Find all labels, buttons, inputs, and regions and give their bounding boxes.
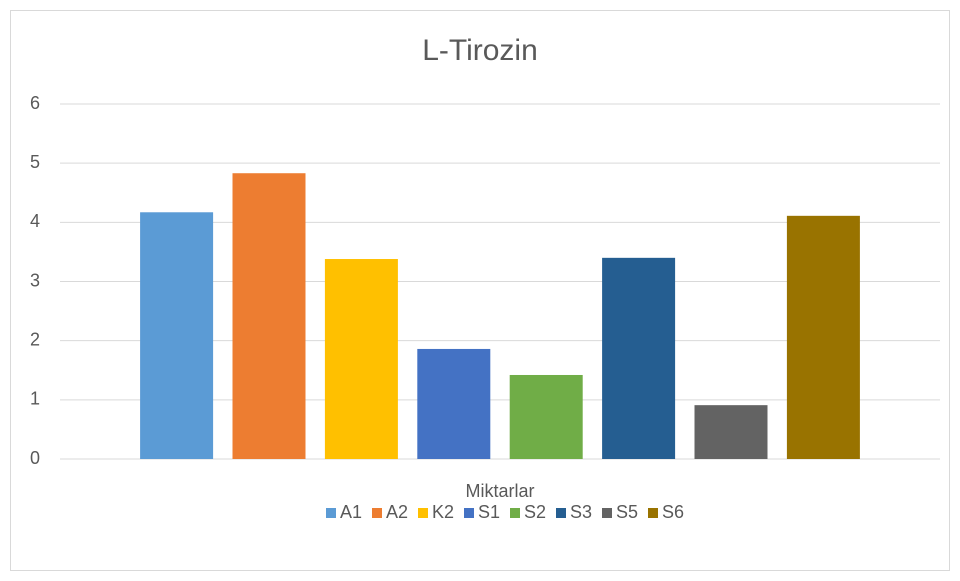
legend-label: K2 bbox=[432, 502, 454, 522]
chart-title: L-Tirozin bbox=[422, 34, 538, 67]
y-tick-label: 4 bbox=[30, 211, 40, 231]
bar bbox=[602, 257, 676, 459]
legend-label: S5 bbox=[616, 502, 638, 522]
legend-swatch bbox=[418, 508, 428, 518]
legend-label: S2 bbox=[524, 502, 546, 522]
y-tick-label: 1 bbox=[30, 389, 40, 409]
legend-label: S3 bbox=[570, 502, 592, 522]
bar bbox=[509, 374, 583, 459]
legend-swatch bbox=[510, 508, 520, 518]
legend-label: A1 bbox=[340, 502, 362, 522]
y-tick-label: 3 bbox=[30, 270, 40, 290]
legend-swatch bbox=[556, 508, 566, 518]
legend-label: S1 bbox=[478, 502, 500, 522]
bar bbox=[786, 215, 860, 459]
legend-label: S6 bbox=[662, 502, 684, 522]
y-tick-label: 2 bbox=[30, 329, 40, 349]
bar bbox=[694, 405, 768, 459]
bar bbox=[232, 173, 306, 459]
legend-swatch bbox=[464, 508, 474, 518]
bar bbox=[140, 212, 214, 459]
legend-swatch bbox=[602, 508, 612, 518]
legend-swatch bbox=[648, 508, 658, 518]
y-tick-label: 0 bbox=[30, 448, 40, 468]
x-tick-label: Miktarlar bbox=[465, 481, 534, 501]
bar bbox=[324, 259, 398, 459]
legend-swatch bbox=[372, 508, 382, 518]
y-tick-label: 5 bbox=[30, 152, 40, 172]
legend-swatch bbox=[326, 508, 336, 518]
y-tick-label: 6 bbox=[30, 93, 40, 113]
legend-label: A2 bbox=[386, 502, 408, 522]
bar bbox=[417, 348, 491, 459]
